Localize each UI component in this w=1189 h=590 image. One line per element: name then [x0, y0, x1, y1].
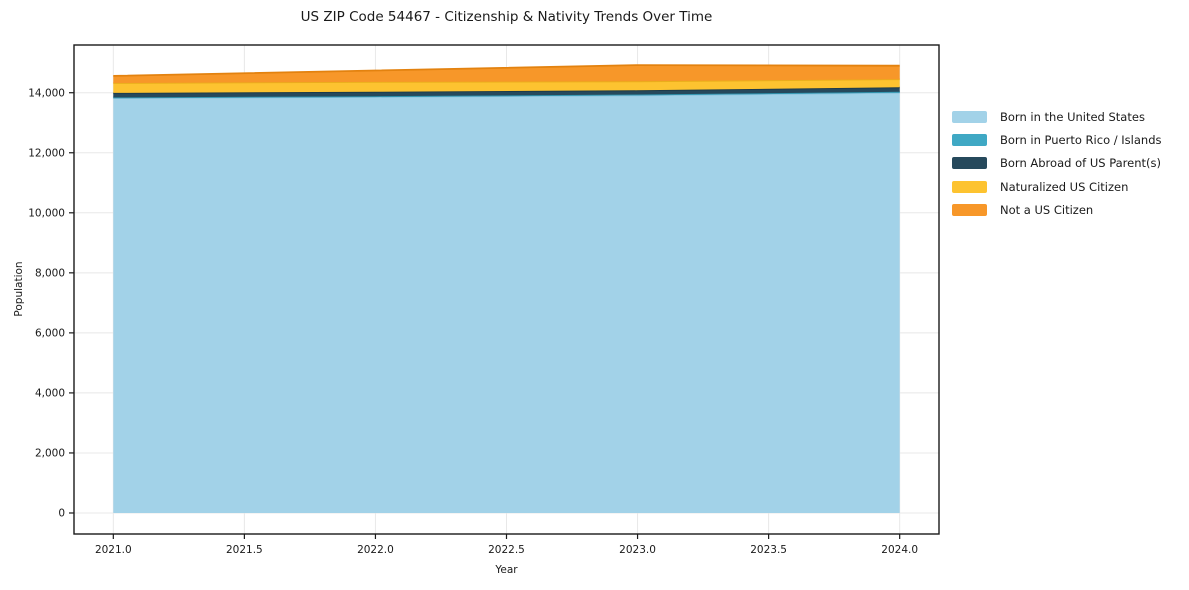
x-tick-label: 2024.0 [881, 544, 918, 556]
legend: Born in the United States Born in Puerto … [952, 105, 1162, 221]
legend-label: Born in the United States [1000, 109, 1145, 124]
legend-label: Naturalized US Citizen [1000, 179, 1129, 194]
y-tick-label: 0 [58, 508, 65, 520]
legend-swatch [952, 133, 987, 146]
legend-swatch [952, 157, 987, 170]
x-tick-label: 2022.0 [357, 544, 394, 556]
legend-item: Naturalized US Citizen [952, 175, 1162, 198]
area-5 [113, 65, 900, 83]
y-tick-label: 6,000 [35, 328, 65, 340]
legend-label: Not a US Citizen [1000, 202, 1094, 217]
legend-label: Born in Puerto Rico / Islands [1000, 132, 1162, 147]
legend-item: Born in the United States [952, 105, 1162, 128]
legend-item: Born Abroad of US Parent(s) [952, 152, 1162, 175]
y-tick-label: 14,000 [28, 87, 65, 99]
x-tick-label: 2021.0 [95, 544, 132, 556]
chart-title: US ZIP Code 54467 - Citizenship & Nativi… [300, 9, 713, 25]
legend-swatch [952, 180, 987, 193]
area-top-edge-2 [113, 90, 900, 99]
area-top-edge-5 [113, 64, 900, 77]
y-tick-label: 4,000 [35, 388, 65, 400]
y-axis-label: Population [13, 261, 25, 317]
x-tick-label: 2022.5 [488, 544, 525, 556]
legend-swatch [952, 203, 987, 216]
area-1 [113, 92, 900, 513]
legend-swatch [952, 110, 987, 123]
x-axis-label: Year [495, 564, 518, 576]
x-tick-label: 2023.0 [619, 544, 656, 556]
y-tick-label: 12,000 [28, 147, 65, 159]
legend-item: Born in Puerto Rico / Islands [952, 128, 1162, 151]
legend-item: Not a US Citizen [952, 198, 1162, 221]
y-tick-label: 10,000 [28, 208, 65, 220]
y-tick-label: 8,000 [35, 268, 65, 280]
legend-label: Born Abroad of US Parent(s) [1000, 156, 1161, 171]
x-tick-label: 2023.5 [750, 544, 787, 556]
x-tick-label: 2021.5 [226, 544, 263, 556]
y-tick-label: 2,000 [35, 448, 65, 460]
